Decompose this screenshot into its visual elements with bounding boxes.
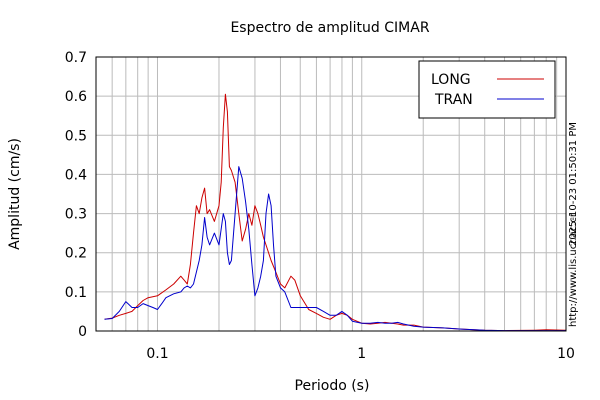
y-tick-label: 0.5 [65,128,87,144]
y-tick-label: 0.1 [65,285,87,301]
timestamp-label: 2025-10-23 01:50:31 PM [568,122,579,246]
x-tick-label: 1 [357,346,366,362]
x-tick-label: 0.1 [146,346,168,362]
x-tick-labels: 0.1 1 10 [146,346,575,362]
series-line-long [104,93,567,332]
y-tick-label: 0.3 [65,207,87,223]
x-axis-label: Periodo (s) [295,378,370,394]
grid-layer [96,57,566,331]
y-axis-label: Amplitud (cm/s) [7,138,23,250]
chart-title: Espectro de amplitud CIMAR [230,20,429,36]
y-tick-label: 0.7 [65,50,87,66]
series-line-tran [104,166,566,332]
legend-label-long: LONG [431,72,471,88]
y-tick-label: 0.6 [65,89,87,105]
legend: LONG TRAN [418,60,556,119]
legend-label-tran: TRAN [434,92,473,108]
x-tick-label: 10 [557,346,575,362]
source-url: http://www.lis.ucr.ac.cr [568,212,579,327]
y-tick-labels: 0 0.1 0.2 0.3 0.4 0.5 0.6 0.7 [65,50,87,340]
y-tick-label: 0.4 [65,167,87,183]
y-tick-label: 0 [78,324,87,340]
plot-frame [95,56,567,332]
y-tick-label: 0.2 [65,246,87,262]
series-layer [104,93,567,332]
legend-box [418,60,556,119]
